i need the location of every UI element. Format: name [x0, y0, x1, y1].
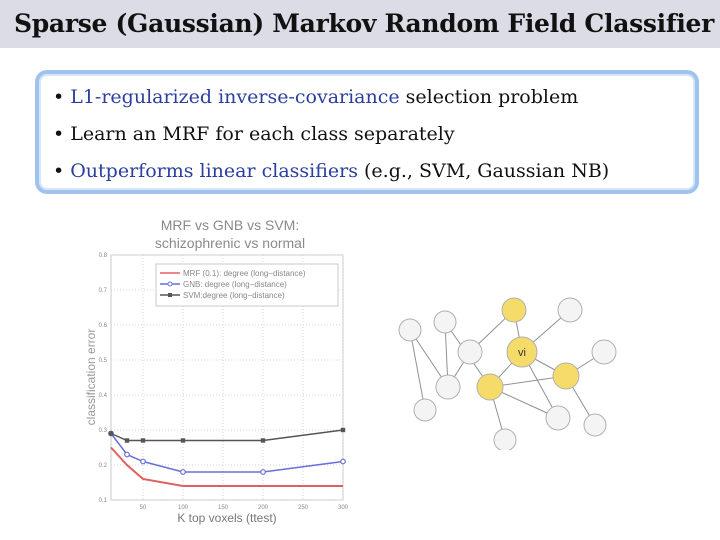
bullet-2: • Learn an MRF for each class separately [53, 123, 455, 145]
y-tick-label: 0.8 [99, 253, 108, 259]
x-tick-label: 200 [258, 505, 269, 511]
legend-label: MRF (0.1): degree (long−distance) [183, 269, 306, 278]
bullet-dot: • [53, 123, 65, 145]
graph-node [552, 362, 580, 390]
x-tick-label: 50 [140, 505, 147, 511]
plot-area [110, 254, 344, 501]
data-point [108, 431, 114, 436]
graph-nodes [398, 297, 617, 450]
legend-label: SVM:degree (long−distance) [183, 291, 285, 300]
data-point [260, 438, 266, 443]
x-tick-labels: 50 100 150 200 250 300 [140, 505, 349, 511]
graph-node [493, 428, 517, 450]
center-node-vi [506, 336, 538, 368]
y-tick-label: 0.5 [99, 358, 108, 364]
graph-node [413, 398, 437, 422]
graph-node [433, 310, 457, 334]
title-bar: Sparse (Gaussian) Markov Random Field Cl… [0, 0, 720, 48]
y-tick-label: 0.7 [99, 288, 108, 294]
data-point [340, 458, 346, 465]
graph-node [557, 297, 583, 323]
data-point [180, 469, 186, 475]
graph-node [583, 413, 607, 437]
graph-node [398, 318, 422, 342]
chart-subtitle: schizophrenic vs normal [155, 235, 305, 251]
bullet-1-text: selection problem [399, 86, 579, 108]
x-tick-label: 150 [218, 505, 229, 511]
series-lines [108, 427, 346, 487]
y-axis-label: classification error [84, 329, 98, 426]
data-point [140, 458, 146, 465]
legend-marker [168, 293, 172, 297]
x-tick-label: 300 [338, 505, 349, 511]
data-point [124, 438, 130, 443]
y-tick-label: 0.3 [99, 428, 108, 434]
graph-edge [409, 329, 426, 411]
bullet-3-highlight: Outperforms linear classifiers [70, 160, 358, 182]
legend: MRF (0.1): degree (long−distance) GNB: de… [155, 263, 339, 307]
bullet-3-text: (e.g., SVM, Gaussian NB) [357, 160, 610, 182]
chart-title: MRF vs GNB vs SVM: [161, 217, 299, 233]
y-tick-label: 0.4 [99, 393, 108, 399]
legend-label: GNB: degree (long−distance) [183, 280, 287, 289]
data-point [260, 469, 266, 475]
x-axis-label: K top voxels (ttest) [177, 511, 276, 525]
y-tick-label: 0.6 [99, 323, 108, 329]
bullet-dot: • [53, 160, 65, 182]
graph-node [591, 339, 617, 365]
x-tick-label: 250 [298, 505, 309, 511]
graph-node [501, 297, 527, 323]
bullet-box: • L1-regularized inverse-covariance selec… [35, 70, 699, 194]
data-point [140, 438, 146, 443]
bullet-1: • L1-regularized inverse-covariance selec… [53, 86, 578, 108]
bullet-1-highlight: L1-regularized inverse-covariance [70, 86, 400, 108]
legend-box [155, 263, 339, 307]
y-tick-label: 0.1 [99, 498, 108, 504]
series-line [110, 446, 343, 487]
y-tick-labels: 0.1 0.2 0.3 0.4 0.5 0.6 0.7 0.8 [99, 253, 108, 504]
error-line-chart: MRF vs GNB vs SVM: schizophrenic vs norm… [84, 217, 349, 525]
series-line [110, 429, 344, 442]
x-tick-label: 100 [178, 505, 189, 511]
data-point [180, 438, 186, 443]
slide-title: Sparse (Gaussian) Markov Random Field Cl… [14, 9, 715, 38]
graph-node [435, 374, 461, 400]
mrf-graph-diagram: vi [398, 297, 617, 450]
graph-node [545, 405, 571, 431]
bullet-dot: • [53, 86, 65, 108]
legend-marker [167, 281, 173, 287]
series-line [110, 433, 344, 473]
bullet-3: • Outperforms linear classifiers (e.g., S… [53, 160, 609, 182]
data-point [340, 427, 346, 433]
y-tick-label: 0.2 [99, 463, 108, 469]
graph-node [457, 339, 483, 365]
center-node-label: vi [518, 347, 526, 359]
bullet-2-text: Learn an MRF for each class separately [70, 123, 455, 145]
graph-node [476, 373, 504, 401]
data-point [124, 451, 130, 458]
